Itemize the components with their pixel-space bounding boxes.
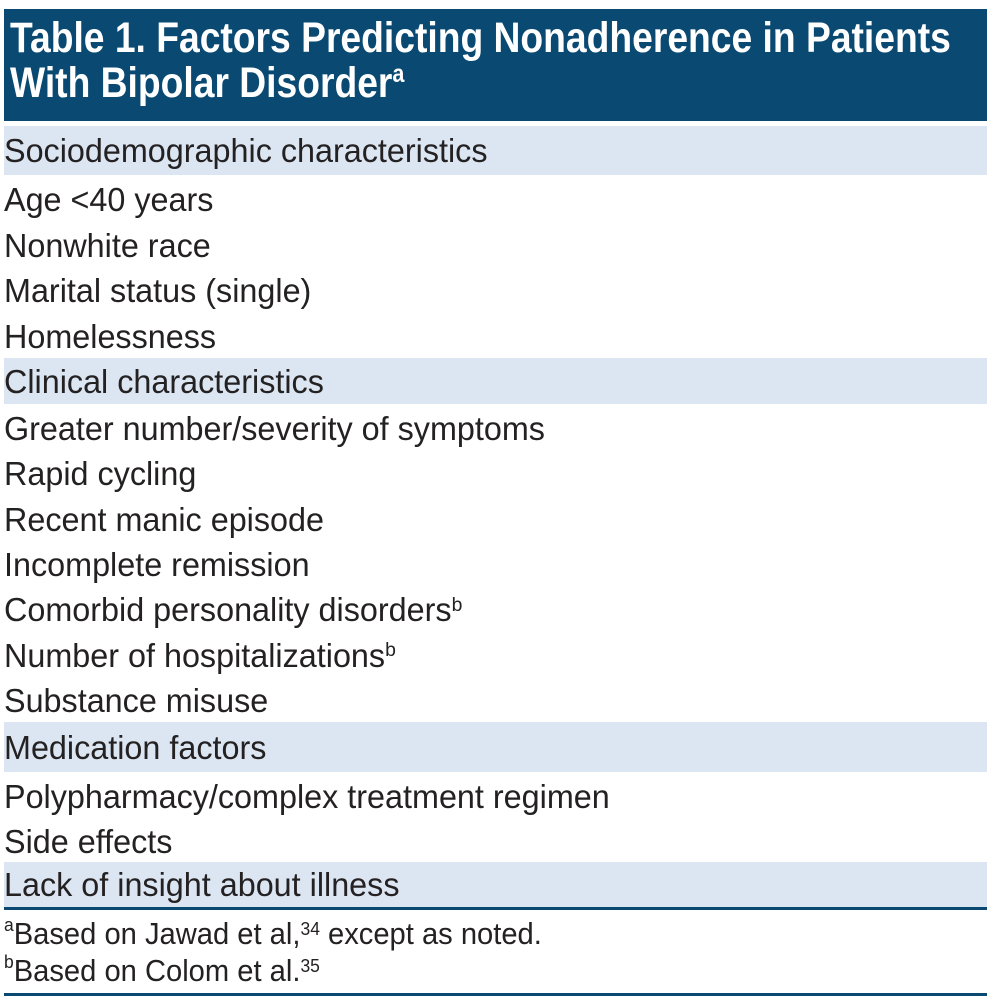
row-content: Rapid cycling <box>4 449 196 498</box>
table-row-item: Polypharmacy/complex treatment regimen <box>4 772 987 817</box>
table-row-item: Substance misuse <box>4 676 987 722</box>
header-gap <box>4 120 987 126</box>
row-content: Lack of insight about illness <box>4 862 400 907</box>
footnote-a-content: aBased on Jawad et al,34 except as noted… <box>4 915 542 952</box>
table-row-item: Number of hospitalizationsb <box>4 631 987 676</box>
table-row-item: Nonwhite race <box>4 221 987 267</box>
bottom-rule <box>4 992 987 996</box>
row-label: Polypharmacy/complex treatment regimen <box>4 778 610 816</box>
row-label: Substance misuse <box>4 682 269 720</box>
row-content: Substance misuse <box>4 676 268 726</box>
row-content: Nonwhite race <box>4 221 211 271</box>
row-superscript: b <box>385 639 396 662</box>
table-figure: Table 1. Factors Predicting Nonadherence… <box>4 9 987 996</box>
row-label: Incomplete remission <box>4 545 310 583</box>
row-content: Medication factors <box>4 722 266 773</box>
row-label: Sociodemographic characteristics <box>4 131 488 169</box>
row-label: Marital status (single) <box>4 272 312 310</box>
row-label: Side effects <box>4 823 173 861</box>
footnote-a-text: Based on Jawad et al, <box>13 915 301 951</box>
table-row-item: Greater number/severity of symptoms <box>4 404 987 449</box>
footnote-a: aBased on Jawad et al,34 except as noted… <box>4 915 987 952</box>
row-label: Lack of insight about illness <box>4 866 400 904</box>
row-label: Number of hospitalizations <box>4 636 386 674</box>
row-content: Greater number/severity of symptoms <box>4 404 545 453</box>
row-label: Clinical characteristics <box>4 362 324 400</box>
footnote-b: bBased on Colom et al.35 <box>4 952 987 989</box>
row-label: Nonwhite race <box>4 226 211 264</box>
row-content: Side effects <box>4 817 172 866</box>
table-row-section: Sociodemographic characteristics <box>4 125 987 177</box>
row-content: Polypharmacy/complex treatment regimen <box>4 772 610 821</box>
table-row-item: Homelessness <box>4 312 987 358</box>
row-content: Comorbid personality disordersb <box>4 585 462 634</box>
table-rows: Sociodemographic characteristics Age <40 … <box>4 125 987 907</box>
table-row-item: Marital status (single) <box>4 266 987 312</box>
footnote-a-reference: 34 <box>300 918 320 940</box>
row-content: Incomplete remission <box>4 540 310 589</box>
table-title-text: Table 1. Factors Predicting Nonadherence… <box>10 13 951 107</box>
footnote-b-text: Based on Colom et al. <box>13 952 301 988</box>
table-row-item: Recent manic episode <box>4 495 987 540</box>
footnote-b-reference: 35 <box>300 955 320 977</box>
footnote-a-tail: except as noted. <box>319 915 542 951</box>
row-content: Sociodemographic characteristics <box>4 126 488 177</box>
table-title: Table 1. Factors Predicting Nonadherence… <box>10 13 987 107</box>
table-row-item: Comorbid personality disordersb <box>4 585 987 630</box>
row-content: Age <40 years <box>4 175 213 225</box>
table-title-superscript: a <box>392 60 405 89</box>
row-label: Greater number/severity of symptoms <box>4 409 545 447</box>
table-row-section: Clinical characteristics <box>4 357 987 405</box>
row-content: Marital status (single) <box>4 266 311 316</box>
footnote-b-marker: b <box>4 951 14 973</box>
row-content: Number of hospitalizationsb <box>4 631 396 680</box>
table-row-item: Incomplete remission <box>4 540 987 585</box>
table-row-item: Rapid cycling <box>4 449 987 494</box>
table-row-item: Side effects <box>4 817 987 862</box>
row-content: Clinical characteristics <box>4 358 324 405</box>
row-content: Homelessness <box>4 312 216 362</box>
row-label: Age <40 years <box>4 181 214 219</box>
footnote-top-rule <box>4 907 987 911</box>
row-label: Medication factors <box>4 728 267 766</box>
row-label: Recent manic episode <box>4 500 325 538</box>
row-label: Rapid cycling <box>4 455 197 493</box>
footnote-a-marker: a <box>4 914 14 936</box>
row-label: Homelessness <box>4 317 217 355</box>
row-content: Recent manic episode <box>4 495 324 544</box>
table-row-section: Lack of insight about illness <box>4 862 987 907</box>
footnotes: aBased on Jawad et al,34 except as noted… <box>4 910 987 989</box>
footnote-b-content: bBased on Colom et al.35 <box>4 952 320 989</box>
table-title-band: Table 1. Factors Predicting Nonadherence… <box>4 9 987 121</box>
row-label: Comorbid personality disorders <box>4 591 452 629</box>
table-row-item: Age <40 years <box>4 175 987 221</box>
table-row-section: Medication factors <box>4 721 987 773</box>
row-superscript: b <box>451 594 463 617</box>
